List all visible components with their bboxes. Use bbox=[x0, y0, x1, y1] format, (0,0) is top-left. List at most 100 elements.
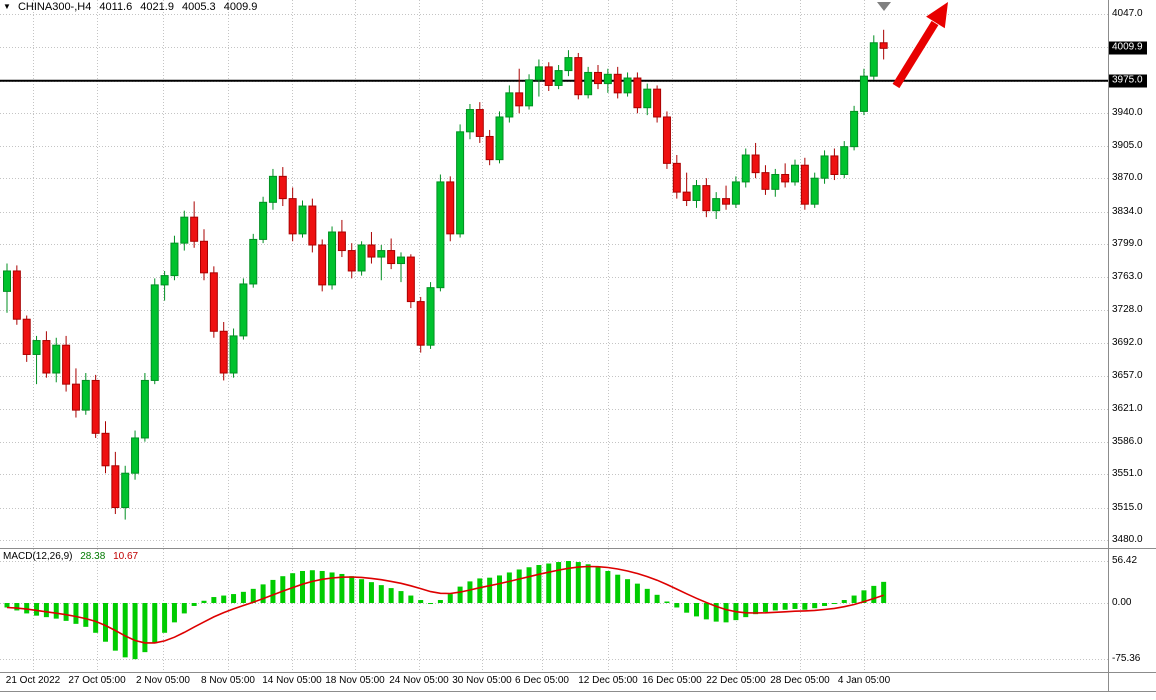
price-axis-label: 3692.0 bbox=[1112, 337, 1143, 349]
candle bbox=[672, 162, 681, 193]
candle bbox=[42, 340, 51, 374]
candle bbox=[209, 272, 218, 332]
candle bbox=[416, 301, 425, 346]
macd-axis-label: 56.42 bbox=[1112, 554, 1138, 566]
macd-axis-label: -75.36 bbox=[1112, 653, 1141, 665]
candle bbox=[278, 175, 287, 200]
candle bbox=[121, 472, 130, 509]
candle bbox=[465, 109, 474, 133]
ohlc-low: 4005.3 bbox=[182, 1, 216, 13]
candle bbox=[495, 116, 504, 161]
ohlc-open: 4011.6 bbox=[99, 1, 133, 13]
time-axis-label: 2 Nov 05:00 bbox=[136, 675, 190, 686]
candle bbox=[485, 135, 494, 161]
candle bbox=[692, 185, 701, 201]
candle bbox=[377, 250, 386, 258]
candle bbox=[52, 344, 61, 374]
candle bbox=[623, 77, 632, 94]
macd-axis-label: 0.00 bbox=[1112, 597, 1132, 608]
candle bbox=[200, 240, 208, 274]
candle bbox=[318, 244, 327, 286]
price-axis-label: 3763.0 bbox=[1112, 271, 1143, 283]
candle bbox=[731, 181, 740, 205]
symbol-dropdown-icon[interactable]: ▼ bbox=[3, 2, 11, 11]
candle bbox=[741, 154, 750, 183]
candle bbox=[722, 198, 731, 205]
candle bbox=[111, 465, 120, 509]
price-axis-label: 3657.0 bbox=[1112, 369, 1143, 381]
candle bbox=[446, 181, 455, 235]
candle bbox=[702, 185, 711, 212]
candle bbox=[180, 216, 189, 244]
candle bbox=[71, 383, 80, 411]
candle bbox=[554, 70, 563, 86]
candle bbox=[712, 198, 721, 212]
candles bbox=[3, 29, 888, 520]
price-axis[interactable]: 4047.0 4009.9 3975.0 3940.0 3905.0 3870.0 3834… bbox=[1109, 0, 1156, 691]
price-axis-label: 3480.0 bbox=[1112, 534, 1143, 545]
chart-title: ▼ CHINA300-,H4 4011.6 4021.9 4005.3 4009… bbox=[3, 1, 257, 13]
price-axis-label: 3905.0 bbox=[1112, 139, 1143, 151]
macd-name: MACD(12,26,9) bbox=[3, 551, 73, 562]
time-axis-label: 14 Nov 05:00 bbox=[262, 675, 322, 686]
candle bbox=[170, 242, 179, 277]
candle bbox=[160, 275, 169, 286]
trend-arrow[interactable] bbox=[892, 2, 948, 89]
candle bbox=[791, 164, 799, 183]
candle bbox=[426, 287, 435, 346]
candle bbox=[584, 71, 593, 96]
candle bbox=[308, 205, 317, 246]
candle bbox=[761, 172, 770, 190]
candle bbox=[633, 77, 642, 109]
time-axis-label: 16 Dec 05:00 bbox=[642, 675, 702, 686]
chart-shift-marker-icon[interactable] bbox=[877, 2, 891, 11]
price-axis-label: 3870.0 bbox=[1112, 172, 1143, 184]
candle bbox=[436, 181, 445, 289]
price-axis-label: 3799.0 bbox=[1112, 238, 1143, 250]
candle bbox=[564, 57, 573, 72]
candle bbox=[603, 73, 612, 85]
candle bbox=[337, 231, 346, 252]
candle bbox=[91, 379, 100, 434]
candle bbox=[643, 88, 652, 109]
candle bbox=[32, 340, 41, 355]
macd-main-value: 28.38 bbox=[80, 551, 106, 562]
candle bbox=[259, 201, 268, 240]
candle bbox=[101, 432, 110, 467]
candle bbox=[328, 231, 337, 286]
price-axis-label: 3551.0 bbox=[1112, 468, 1143, 480]
candle bbox=[219, 330, 228, 374]
candle bbox=[62, 344, 71, 385]
symbol-timeframe-label: CHINA300-,H4 bbox=[17, 1, 92, 13]
candle bbox=[347, 250, 356, 272]
candle bbox=[840, 146, 849, 175]
time-axis-label: 30 Nov 05:00 bbox=[452, 675, 512, 686]
macd-signal-value: 10.67 bbox=[113, 551, 139, 562]
candle bbox=[830, 155, 839, 175]
candle bbox=[781, 173, 790, 183]
ohlc-high: 4021.9 bbox=[140, 1, 174, 13]
candle bbox=[367, 244, 376, 258]
candle bbox=[387, 250, 396, 265]
candle bbox=[239, 283, 248, 337]
gridlines bbox=[0, 0, 1108, 672]
candle bbox=[298, 205, 307, 235]
price-box-label: 4009.9 bbox=[1109, 41, 1147, 55]
candle bbox=[771, 173, 780, 190]
candle bbox=[682, 191, 691, 201]
price-axis-label: 3586.0 bbox=[1112, 435, 1143, 447]
candle bbox=[653, 88, 662, 118]
candle bbox=[288, 198, 297, 235]
candle bbox=[475, 109, 484, 137]
ohlc-close: 4009.9 bbox=[223, 1, 258, 13]
time-axis[interactable]: 21 Oct 2022 27 Oct 05:00 2 Nov 05:00 8 Nov … bbox=[0, 673, 1108, 691]
price-axis-label: 3940.0 bbox=[1112, 107, 1143, 119]
candle bbox=[249, 238, 258, 285]
time-axis-label: 21 Oct 2022 bbox=[5, 675, 61, 686]
price-axis-label: 3621.0 bbox=[1112, 403, 1143, 415]
price-axis-label: 4047.0 bbox=[1112, 8, 1143, 19]
candle bbox=[525, 79, 534, 107]
price-axis-label: 3728.0 bbox=[1112, 303, 1143, 315]
